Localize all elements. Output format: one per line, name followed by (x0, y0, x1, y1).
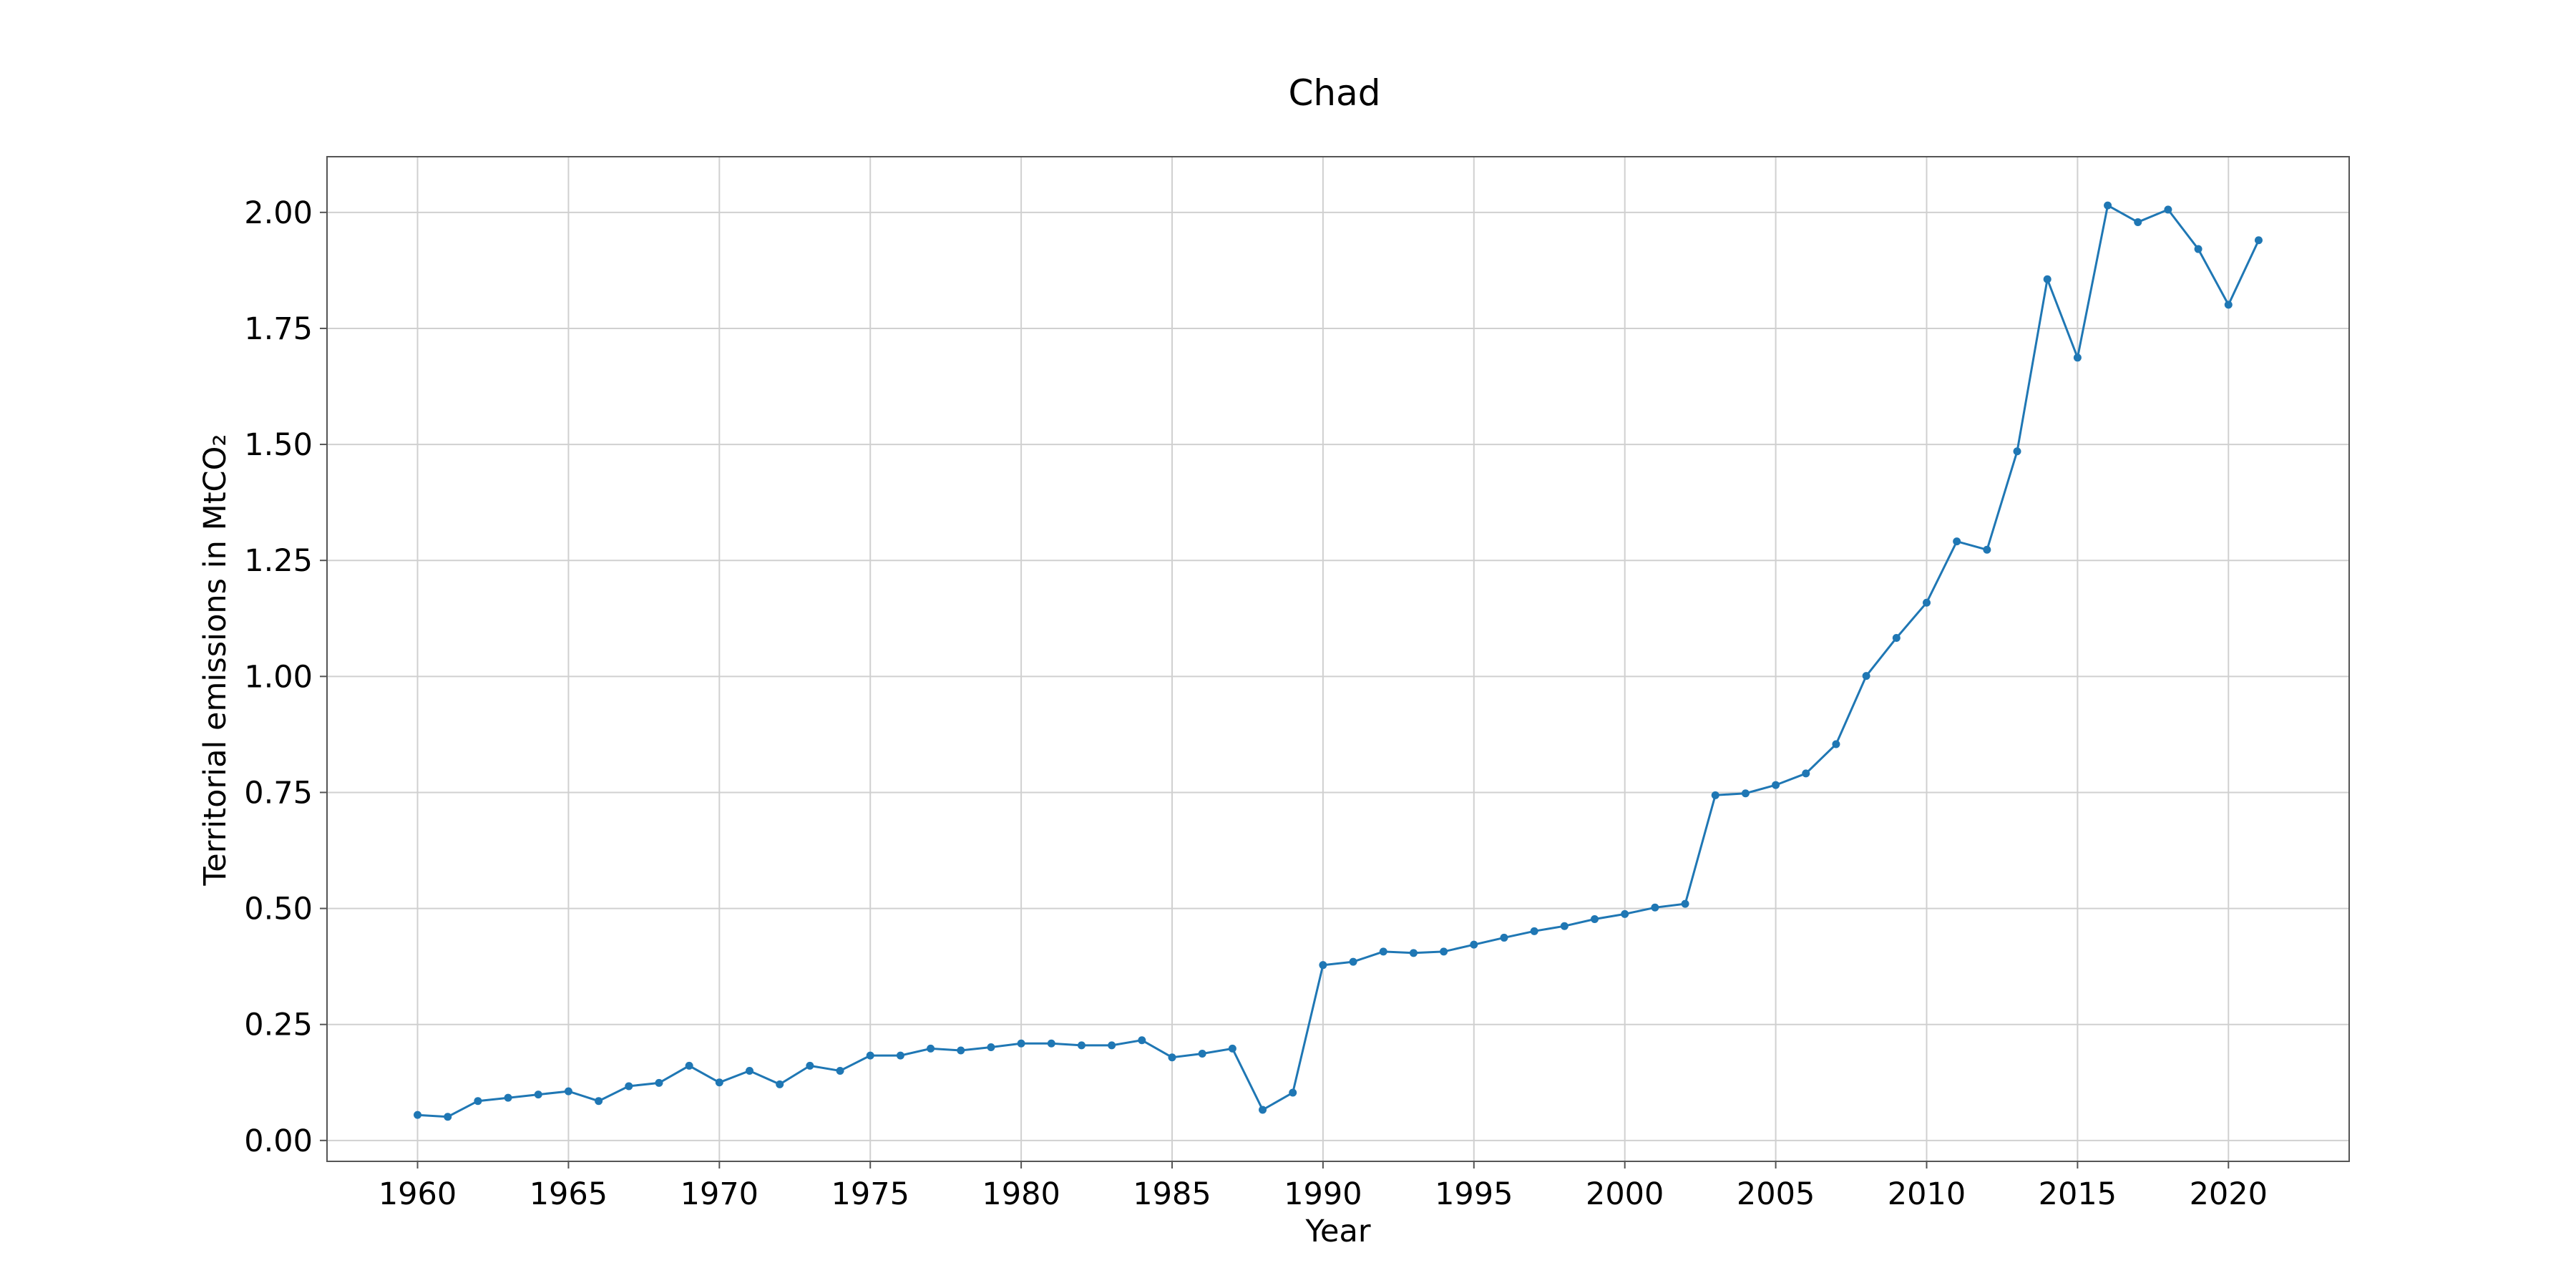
data-point (1198, 1050, 1206, 1058)
data-point (2104, 201, 2112, 210)
data-point (625, 1082, 633, 1091)
x-tick-label: 1995 (1435, 1176, 1513, 1212)
y-tick-label: 0.50 (244, 892, 313, 927)
data-point (1440, 947, 1448, 956)
data-point (2134, 218, 2142, 226)
data-point (715, 1078, 723, 1087)
data-point (2013, 447, 2021, 456)
data-point (1621, 909, 1629, 918)
data-point (1379, 947, 1387, 956)
data-point (1470, 940, 1478, 949)
data-point (1802, 769, 1810, 778)
data-point (444, 1113, 452, 1121)
y-tick-label: 0.00 (244, 1123, 313, 1159)
data-point (2224, 301, 2233, 309)
data-point (987, 1043, 995, 1051)
data-point (1983, 545, 1991, 554)
data-point (1651, 903, 1659, 912)
x-tick-label: 1965 (530, 1176, 608, 1212)
y-axis-label: Territorial emissions in MtCO₂ (197, 434, 233, 886)
y-tick-label: 1.50 (244, 427, 313, 463)
data-point (746, 1067, 754, 1075)
data-point (866, 1051, 874, 1060)
data-point (1832, 740, 1840, 748)
data-point (2043, 275, 2051, 283)
data-point (655, 1078, 663, 1087)
x-tick-label: 2000 (1586, 1176, 1664, 1212)
x-tick-label: 2005 (1737, 1176, 1815, 1212)
data-point (564, 1087, 572, 1096)
data-point (1862, 672, 1870, 680)
x-tick-label: 1960 (379, 1176, 457, 1212)
data-point (1017, 1039, 1025, 1048)
data-point (957, 1046, 965, 1055)
data-point (2254, 236, 2263, 245)
y-tick-label: 1.75 (244, 311, 313, 347)
data-point (1741, 789, 1750, 798)
data-point (2194, 245, 2202, 253)
data-point (1108, 1041, 1116, 1050)
x-tick-label: 1975 (831, 1176, 909, 1212)
data-point (1681, 899, 1689, 908)
data-point (1953, 537, 1961, 546)
data-point (1138, 1036, 1146, 1045)
x-tick-label: 1970 (680, 1176, 758, 1212)
y-axis: 0.00 0.25 0.50 0.75 1.00 1.25 1.50 1.75 2.00 (244, 195, 327, 1159)
x-axis-label: Year (1304, 1214, 1370, 1249)
data-point (1319, 961, 1327, 970)
data-point (1892, 633, 1901, 642)
data-point (685, 1061, 693, 1070)
data-point (414, 1111, 422, 1119)
data-point (2164, 205, 2172, 214)
x-tick-label: 1990 (1284, 1176, 1362, 1212)
data-point (595, 1097, 603, 1106)
data-point (1349, 957, 1357, 966)
data-point (776, 1080, 784, 1088)
y-tick-label: 0.25 (244, 1008, 313, 1043)
data-point (1289, 1088, 1297, 1097)
series (414, 201, 2263, 1121)
data-point (1047, 1039, 1055, 1048)
plot-area (326, 156, 2350, 1162)
y-tick-label: 1.00 (244, 659, 313, 695)
data-point (1228, 1044, 1236, 1053)
y-tick-label: 1.25 (244, 543, 313, 579)
grid (327, 157, 2349, 1161)
data-point (1591, 914, 1599, 923)
data-point (1530, 927, 1538, 935)
y-tick-label: 0.75 (244, 775, 313, 811)
series-line (417, 203, 2260, 1118)
data-point (1711, 791, 1719, 799)
x-tick-label: 2015 (2039, 1176, 2117, 1212)
data-point (1409, 949, 1418, 957)
data-point (2073, 353, 2082, 362)
data-point (1772, 781, 1780, 789)
data-point (504, 1093, 512, 1102)
data-point (836, 1067, 844, 1075)
data-point (1560, 922, 1568, 930)
data-point (1500, 933, 1508, 942)
y-tick-label: 2.00 (244, 195, 313, 231)
x-tick-label: 2010 (1888, 1176, 1966, 1212)
x-tick-label: 1985 (1133, 1176, 1211, 1212)
x-tick-label: 1980 (982, 1176, 1060, 1212)
data-point (534, 1091, 542, 1099)
data-point (896, 1051, 904, 1060)
x-tick-label: 2020 (2190, 1176, 2268, 1212)
data-point (806, 1061, 814, 1070)
data-point (1077, 1041, 1085, 1050)
data-point (1922, 598, 1931, 607)
data-point (927, 1044, 935, 1053)
chart-title: Chad (1289, 72, 1381, 114)
data-point (1168, 1053, 1176, 1062)
data-point (474, 1097, 482, 1106)
x-axis: 1960 1965 1970 1975 1980 1985 1990 1995 2000 2005… (379, 1161, 2268, 1212)
data-point (1259, 1106, 1267, 1114)
